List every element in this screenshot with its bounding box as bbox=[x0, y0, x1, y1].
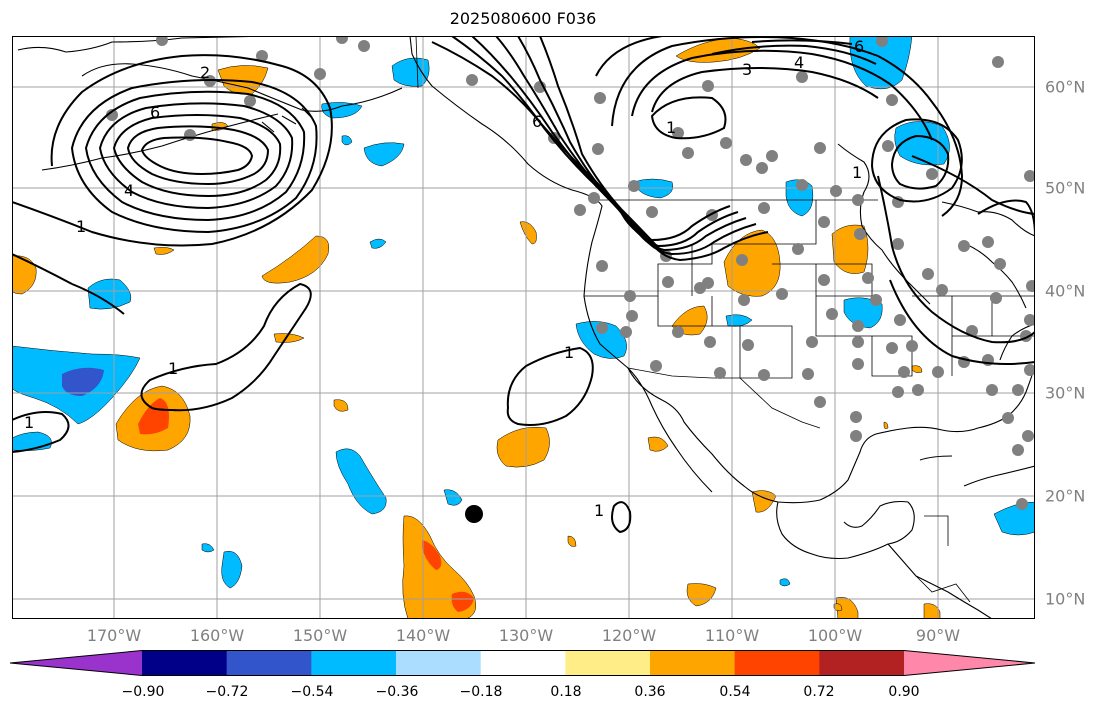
contour-label: 1 bbox=[594, 501, 604, 520]
colorbar-tick-label: −0.54 bbox=[290, 684, 334, 700]
colorbar-segment bbox=[565, 650, 651, 676]
longitude-label: 170°W bbox=[86, 626, 142, 645]
longitude-label: 160°W bbox=[189, 626, 245, 645]
colorbar-segment bbox=[480, 650, 566, 676]
colorbar-tick-label: 0.36 bbox=[634, 684, 666, 700]
coastlines bbox=[17, 36, 1035, 619]
longitude-label: 120°W bbox=[601, 626, 657, 645]
contour-label: 2 bbox=[200, 63, 210, 82]
longitude-label: 90°W bbox=[915, 626, 961, 645]
contour-label-group: 6 3 4 6 1 6 1 2 4 1 1 1 1 1 bbox=[24, 37, 864, 520]
colorbar-segment bbox=[650, 650, 736, 676]
latitude-label: 60°N bbox=[1045, 77, 1086, 97]
longitude-label: 100°W bbox=[807, 626, 863, 645]
map-panel: 6 3 4 6 1 6 1 2 4 1 1 1 1 1 bbox=[12, 36, 1035, 619]
latitude-label: 20°N bbox=[1045, 486, 1086, 506]
colorbar-tick-label: 0.18 bbox=[550, 684, 582, 700]
colorbar bbox=[10, 650, 1036, 676]
colorbar-extend-high bbox=[904, 650, 1035, 676]
longitude-label: 110°W bbox=[704, 626, 760, 645]
colorbar-tick-label: −0.36 bbox=[375, 684, 419, 700]
latitude-label: 40°N bbox=[1045, 281, 1086, 301]
colorbar-extend-low bbox=[10, 650, 142, 676]
contour-label: 6 bbox=[150, 103, 160, 122]
colorbar-tick-label: −0.90 bbox=[121, 684, 165, 700]
contour-label: 1 bbox=[76, 217, 86, 236]
colorbar-segment bbox=[311, 650, 397, 676]
contour-label: 3 bbox=[742, 60, 752, 79]
colorbar-tick-label: 0.72 bbox=[803, 684, 835, 700]
colorbar-segment bbox=[819, 650, 905, 676]
latitude-label: 30°N bbox=[1045, 383, 1086, 403]
longitude-label: 130°W bbox=[498, 626, 554, 645]
latitude-label: 10°N bbox=[1045, 589, 1086, 609]
colorbar-tick-label: 0.54 bbox=[719, 684, 751, 700]
contour-label: 1 bbox=[852, 163, 862, 182]
colorbar-segment bbox=[734, 650, 820, 676]
contour-label: 1 bbox=[168, 359, 178, 378]
contour-label: 4 bbox=[794, 53, 804, 72]
graticule bbox=[12, 36, 1035, 619]
colorbar-tick-label: −0.72 bbox=[205, 684, 249, 700]
station-points bbox=[106, 36, 1035, 510]
storm-center-marker bbox=[465, 505, 483, 523]
contour-lines bbox=[12, 36, 1035, 534]
map-title: 2025080600 F036 bbox=[449, 9, 597, 28]
longitude-label: 140°W bbox=[395, 626, 451, 645]
colorbar-segment bbox=[142, 650, 228, 676]
contour-label: 1 bbox=[564, 343, 574, 362]
contour-label: 6 bbox=[854, 37, 864, 56]
contour-label: 1 bbox=[24, 413, 34, 432]
latitude-label: 50°N bbox=[1045, 178, 1086, 198]
contour-label: 1 bbox=[666, 118, 676, 137]
contour-label: 6 bbox=[532, 112, 542, 131]
colorbar-tick-label: −0.18 bbox=[459, 684, 503, 700]
colorbar-segment bbox=[396, 650, 482, 676]
contour-label: 4 bbox=[124, 181, 134, 200]
colorbar-segment bbox=[226, 650, 312, 676]
longitude-label: 150°W bbox=[292, 626, 348, 645]
colorbar-tick-label: 0.90 bbox=[888, 684, 920, 700]
